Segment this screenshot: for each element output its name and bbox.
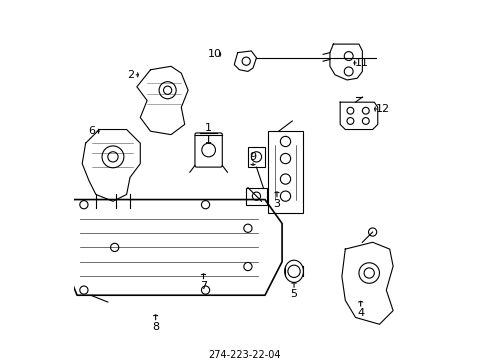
Text: 11: 11 — [354, 58, 368, 68]
Text: 1: 1 — [204, 123, 212, 133]
Bar — [245, 188, 266, 205]
Text: 5: 5 — [290, 289, 297, 299]
Bar — [268, 131, 302, 213]
Text: 10: 10 — [207, 49, 221, 59]
Text: 4: 4 — [356, 308, 364, 318]
Text: 8: 8 — [152, 322, 159, 332]
Text: 7: 7 — [200, 281, 206, 291]
Text: 3: 3 — [273, 199, 280, 209]
Text: 274-223-22-04: 274-223-22-04 — [208, 350, 280, 360]
Text: 2: 2 — [126, 70, 134, 80]
Bar — [247, 147, 264, 167]
Text: 12: 12 — [375, 104, 389, 114]
Text: 6: 6 — [88, 126, 96, 136]
Text: 9: 9 — [249, 152, 256, 162]
